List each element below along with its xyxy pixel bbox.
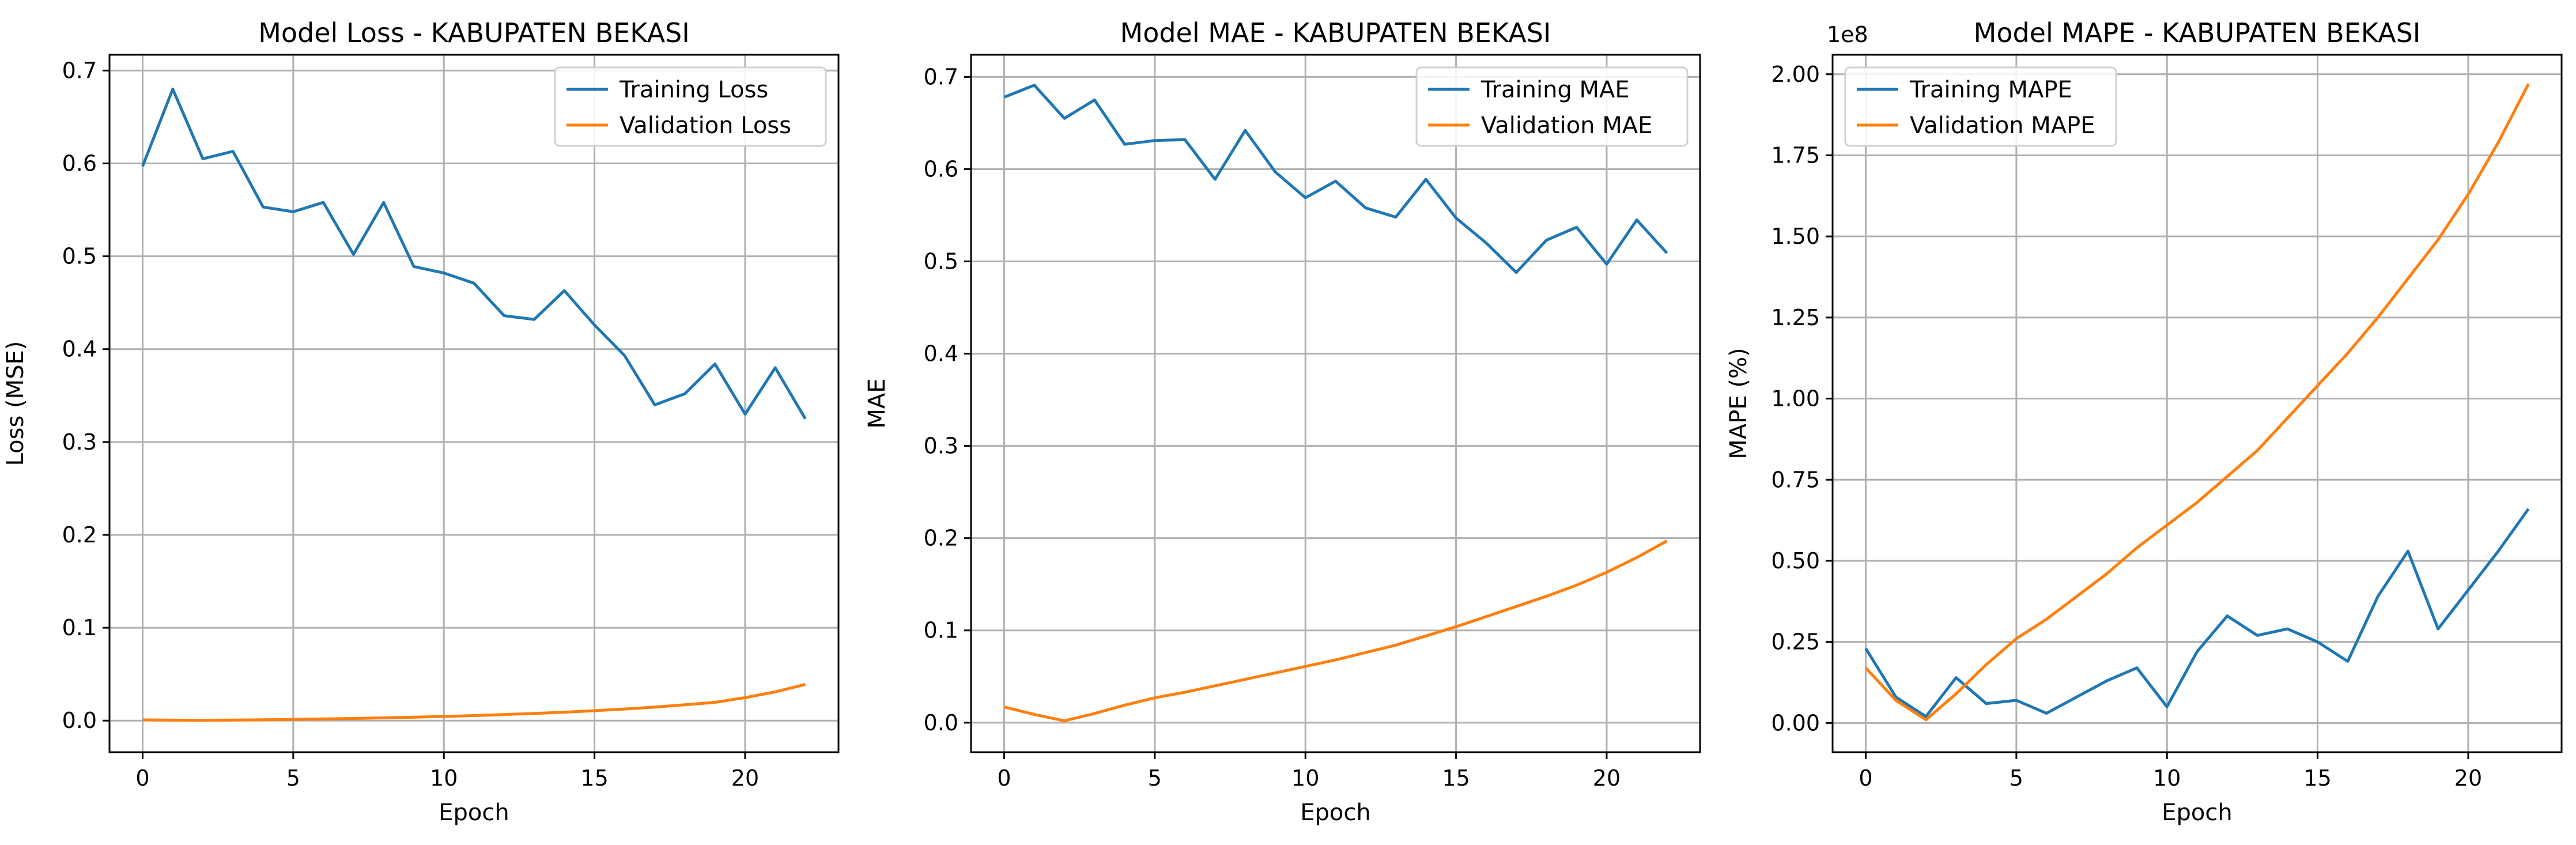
series-line-validation-mae — [1003, 540, 1668, 723]
series-line-training-mae — [1003, 84, 1668, 274]
plot-frame — [970, 54, 1701, 753]
legend-box — [1415, 66, 1689, 147]
x-tick-label: 15 — [2303, 765, 2331, 791]
legend: Training MAE Validation MAE — [1415, 66, 1689, 147]
chart-panel-1: 0 5 10 15 20 0.0 0.1 0.2 0.3 0.4 0.5 0.6 0.7 Model Lo… — [2, 17, 840, 826]
legend-label: Training MAE — [1480, 77, 1630, 103]
x-tick-label: 15 — [1442, 765, 1470, 791]
y-axis-label: MAPE (%) — [1725, 348, 1752, 459]
plot-frame — [108, 54, 840, 753]
y-tick-label: 0.7 — [924, 64, 958, 89]
x-tick-label: 5 — [286, 765, 300, 791]
y-tick-label: 0.00 — [1771, 710, 1820, 735]
x-tick-label: 20 — [1593, 765, 1621, 791]
y-offset-label: 1e8 — [1827, 22, 1868, 47]
plot-frame — [1831, 54, 2563, 753]
x-tick-label: 5 — [2010, 765, 2023, 791]
y-tick-label: 1.75 — [1771, 142, 1820, 168]
y-tick-label: 0.7 — [62, 58, 97, 83]
legend: Training MAPE Validation MAPE — [1844, 66, 2117, 147]
x-tick-label: 20 — [731, 765, 759, 791]
y-tick-label: 0.3 — [62, 429, 97, 455]
chart-panel-3: 0 5 10 15 20 0.00 0.25 0.50 0.75 1.00 1.25 1.50 1.75… — [1725, 17, 2563, 826]
chart-title: Model Loss - KABUPATEN BEKASI — [258, 17, 690, 48]
legend-label: Validation MAE — [1481, 112, 1652, 139]
y-tick-label: 2.00 — [1771, 62, 1820, 87]
y-tick-label: 0.6 — [62, 151, 97, 176]
y-tick-label: 0.3 — [924, 433, 958, 459]
y-tick-label: 0.50 — [1771, 548, 1820, 574]
x-tick-label: 5 — [1148, 765, 1162, 791]
y-tick-label: 0.5 — [62, 244, 97, 269]
legend: Training Loss Validation Loss — [554, 66, 827, 147]
legend-label: Validation Loss — [620, 112, 791, 139]
x-axis-label: Epoch — [439, 799, 509, 826]
y-tick-label: 0.1 — [924, 618, 958, 643]
x-axis-label: Epoch — [1300, 799, 1370, 826]
y-tick-label: 0.4 — [62, 337, 97, 362]
series-line-training-mape — [1864, 508, 2530, 718]
legend-label: Validation MAPE — [1910, 112, 2095, 139]
series-line-training-loss — [141, 88, 807, 420]
y-tick-label: 0.4 — [924, 341, 958, 367]
y-tick-label: 0.6 — [924, 156, 958, 182]
series-line-validation-mape — [1864, 83, 2530, 722]
y-tick-label: 0.5 — [924, 249, 958, 274]
x-tick-label: 10 — [2153, 765, 2181, 791]
y-tick-label: 0.1 — [62, 615, 97, 640]
y-tick-label: 0.0 — [924, 710, 958, 735]
chart-panel-2: 0 5 10 15 20 0.0 0.1 0.2 0.3 0.4 0.5 0.6 0.7 Model MA… — [864, 17, 1701, 826]
y-axis-label: Loss (MSE) — [2, 341, 29, 466]
y-tick-label: 0.25 — [1771, 629, 1820, 655]
y-tick-label: 0.0 — [62, 708, 97, 733]
legend-label: Training Loss — [619, 77, 768, 103]
y-tick-label: 1.00 — [1771, 386, 1820, 412]
legend-box — [1844, 66, 2117, 147]
x-tick-label: 15 — [580, 765, 608, 791]
y-tick-label: 0.75 — [1771, 467, 1820, 492]
x-tick-label: 0 — [135, 765, 149, 791]
x-axis-label: Epoch — [2162, 799, 2232, 826]
y-tick-label: 0.2 — [924, 526, 958, 551]
chart-title: Model MAE - KABUPATEN BEKASI — [1120, 17, 1551, 48]
y-tick-label: 1.25 — [1771, 305, 1820, 330]
legend-label: Training MAPE — [1909, 77, 2072, 103]
chart-title: Model MAPE - KABUPATEN BEKASI — [1974, 17, 2421, 48]
series-line-validation-loss — [142, 682, 806, 722]
legend-box — [554, 66, 827, 147]
x-tick-label: 20 — [2454, 765, 2482, 791]
x-tick-label: 0 — [997, 765, 1011, 791]
y-tick-label: 0.2 — [62, 522, 97, 548]
x-tick-label: 0 — [1859, 765, 1872, 791]
x-tick-label: 10 — [430, 765, 458, 791]
y-axis-label: MAE — [864, 378, 890, 428]
x-tick-label: 10 — [1291, 765, 1319, 791]
y-tick-label: 1.50 — [1771, 224, 1820, 249]
